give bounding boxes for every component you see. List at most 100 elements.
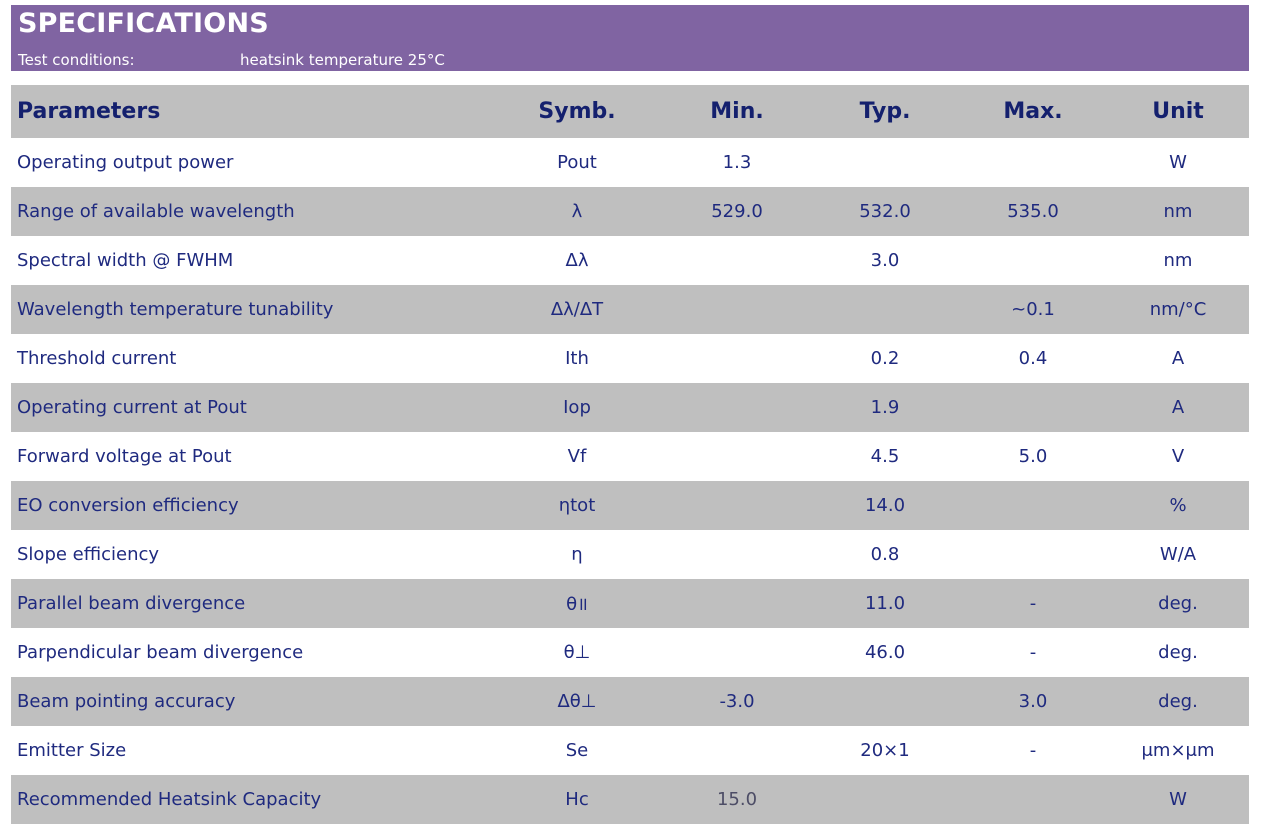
cell-typ: 11.0 [811, 579, 959, 628]
cell-symbol: Se [491, 726, 663, 775]
cell-typ: 1.9 [811, 383, 959, 432]
table-row: Parpendicular beam divergence θ⊥ 46.0 - … [11, 628, 1249, 677]
cell-max: 535.0 [959, 187, 1107, 236]
column-header-symbol: Symb. [491, 85, 663, 138]
cell-symbol: ηtot [491, 481, 663, 530]
cell-min [663, 285, 811, 334]
cell-unit: W [1107, 138, 1249, 187]
cell-parameter: Spectral width @ FWHM [11, 236, 491, 285]
cell-unit: nm [1107, 236, 1249, 285]
cell-unit: deg. [1107, 677, 1249, 726]
cell-symbol: Iop [491, 383, 663, 432]
cell-parameter: Recommended Heatsink Capacity [11, 775, 491, 824]
cell-parameter: Operating current at Pout [11, 383, 491, 432]
cell-unit: μm×μm [1107, 726, 1249, 775]
cell-unit: deg. [1107, 579, 1249, 628]
cell-unit: % [1107, 481, 1249, 530]
table-row: Beam pointing accuracy Δθ⊥ -3.0 3.0 deg. [11, 677, 1249, 726]
cell-max [959, 530, 1107, 579]
table-row: Spectral width @ FWHM Δλ 3.0 nm [11, 236, 1249, 285]
cell-typ: 532.0 [811, 187, 959, 236]
cell-parameter: Parallel beam divergence [11, 579, 491, 628]
table-row: Forward voltage at Pout Vf 4.5 5.0 V [11, 432, 1249, 481]
table-header-row: Parameters Symb. Min. Typ. Max. Unit [11, 85, 1249, 138]
cell-max: 3.0 [959, 677, 1107, 726]
cell-max: - [959, 726, 1107, 775]
column-header-unit: Unit [1107, 85, 1249, 138]
test-conditions-value: heatsink temperature 25°C [240, 51, 445, 69]
cell-min [663, 726, 811, 775]
cell-parameter: Threshold current [11, 334, 491, 383]
cell-max [959, 236, 1107, 285]
cell-unit: A [1107, 383, 1249, 432]
cell-parameter: Slope efficiency [11, 530, 491, 579]
cell-unit: nm/°C [1107, 285, 1249, 334]
cell-unit: nm [1107, 187, 1249, 236]
specifications-table: Parameters Symb. Min. Typ. Max. Unit Ope… [11, 85, 1249, 824]
cell-symbol: Ith [491, 334, 663, 383]
cell-symbol: θ॥ [491, 579, 663, 628]
cell-unit: W [1107, 775, 1249, 824]
cell-symbol: Pout [491, 138, 663, 187]
cell-min: 1.3 [663, 138, 811, 187]
table-row: Recommended Heatsink Capacity Hc 15.0 W [11, 775, 1249, 824]
cell-typ [811, 285, 959, 334]
table-row: Emitter Size Se 20×1 - μm×μm [11, 726, 1249, 775]
cell-min: -3.0 [663, 677, 811, 726]
cell-parameter: Beam pointing accuracy [11, 677, 491, 726]
cell-max [959, 775, 1107, 824]
cell-parameter: Range of available wavelength [11, 187, 491, 236]
cell-typ: 46.0 [811, 628, 959, 677]
cell-max: - [959, 628, 1107, 677]
cell-max: - [959, 579, 1107, 628]
cell-typ: 4.5 [811, 432, 959, 481]
cell-max [959, 481, 1107, 530]
table-row: Operating current at Pout Iop 1.9 A [11, 383, 1249, 432]
table-row: EO conversion efficiency ηtot 14.0 % [11, 481, 1249, 530]
cell-symbol: λ [491, 187, 663, 236]
test-conditions-label: Test conditions: [18, 51, 135, 69]
cell-unit: A [1107, 334, 1249, 383]
cell-min [663, 628, 811, 677]
cell-symbol: Δθ⊥ [491, 677, 663, 726]
cell-parameter: Emitter Size [11, 726, 491, 775]
cell-min [663, 530, 811, 579]
table-row: Range of available wavelength λ 529.0 53… [11, 187, 1249, 236]
column-header-max: Max. [959, 85, 1107, 138]
cell-min [663, 334, 811, 383]
cell-typ: 0.2 [811, 334, 959, 383]
column-header-parameters: Parameters [11, 85, 491, 138]
column-header-typ: Typ. [811, 85, 959, 138]
table-row: Slope efficiency η 0.8 W/A [11, 530, 1249, 579]
table-row: Operating output power Pout 1.3 W [11, 138, 1249, 187]
cell-symbol: Δλ/ΔT [491, 285, 663, 334]
cell-unit: V [1107, 432, 1249, 481]
cell-parameter: Parpendicular beam divergence [11, 628, 491, 677]
cell-parameter: EO conversion efficiency [11, 481, 491, 530]
cell-min [663, 432, 811, 481]
cell-symbol: Vf [491, 432, 663, 481]
cell-max [959, 138, 1107, 187]
cell-parameter: Forward voltage at Pout [11, 432, 491, 481]
cell-symbol: Hc [491, 775, 663, 824]
cell-typ: 0.8 [811, 530, 959, 579]
cell-max [959, 383, 1107, 432]
cell-typ: 14.0 [811, 481, 959, 530]
cell-max: ~0.1 [959, 285, 1107, 334]
table-row: Threshold current Ith 0.2 0.4 A [11, 334, 1249, 383]
cell-unit: W/A [1107, 530, 1249, 579]
cell-min [663, 481, 811, 530]
table-row: Parallel beam divergence θ॥ 11.0 - deg. [11, 579, 1249, 628]
cell-symbol: θ⊥ [491, 628, 663, 677]
table-row: Wavelength temperature tunability Δλ/ΔT … [11, 285, 1249, 334]
cell-symbol: η [491, 530, 663, 579]
cell-min [663, 236, 811, 285]
cell-min: 15.0 [663, 775, 811, 824]
cell-parameter: Wavelength temperature tunability [11, 285, 491, 334]
cell-typ [811, 138, 959, 187]
cell-min [663, 579, 811, 628]
cell-unit: deg. [1107, 628, 1249, 677]
cell-min [663, 383, 811, 432]
specifications-banner: SPECIFICATIONS Test conditions: heatsink… [11, 5, 1249, 71]
